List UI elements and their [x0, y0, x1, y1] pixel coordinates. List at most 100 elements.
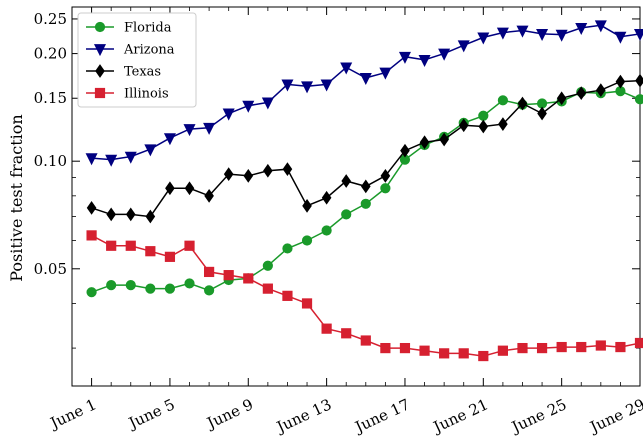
data-point-texas [478, 119, 489, 134]
data-point-florida [106, 280, 117, 291]
x-tick-label: June 29 [586, 395, 643, 437]
data-point-arizona [183, 124, 196, 137]
data-point-texas [615, 74, 626, 89]
legend-box [77, 12, 197, 108]
data-point-arizona [457, 40, 470, 53]
data-point-texas [360, 179, 371, 194]
data-point-florida [262, 260, 273, 271]
data-point-texas [498, 117, 508, 131]
data-point-texas [517, 96, 528, 111]
data-point-illinois [536, 342, 548, 354]
data-point-illinois [282, 290, 293, 301]
data-point-texas [439, 132, 449, 147]
x-tick-label: June 25 [507, 395, 569, 437]
data-point-texas [537, 106, 547, 121]
x-tick-label: June 1 [46, 395, 99, 433]
data-point-arizona [516, 25, 529, 38]
data-point-illinois [164, 251, 176, 262]
data-point-illinois [615, 341, 626, 353]
data-point-florida [204, 285, 215, 296]
legend: Florida Arizona Texas Illinois [77, 12, 197, 108]
legend-marker [94, 21, 106, 33]
data-point-illinois [478, 350, 489, 362]
data-point-arizona [320, 79, 333, 92]
data-point-arizona [340, 62, 353, 75]
legend-label: Arizona [123, 43, 175, 58]
data-point-illinois [419, 345, 430, 356]
data-point-florida [497, 95, 508, 106]
data-point-arizona [301, 81, 314, 94]
legend-entry-arizona: Arizona [86, 43, 175, 58]
data-point-illinois [204, 266, 215, 278]
data-point-arizona [575, 22, 588, 36]
legend-entry-texas: Texas [86, 64, 161, 80]
data-point-florida [282, 243, 293, 254]
data-point-arizona [359, 73, 372, 86]
x-tick-label: June 21 [429, 395, 491, 437]
data-point-illinois [262, 283, 273, 294]
data-point-arizona [614, 31, 627, 44]
data-point-arizona [398, 51, 411, 64]
data-point-florida [125, 280, 136, 291]
data-point-florida [86, 287, 97, 298]
data-point-texas [263, 163, 273, 178]
data-point-texas [321, 190, 332, 205]
data-point-texas [380, 168, 391, 183]
data-point-illinois [380, 342, 391, 354]
legend-label: Florida [124, 21, 172, 36]
data-point-florida [184, 278, 195, 289]
data-point-arizona [536, 29, 549, 42]
legend-marker [95, 64, 105, 78]
data-point-texas [635, 73, 643, 88]
data-point-arizona [477, 32, 490, 45]
data-point-arizona [496, 27, 509, 40]
data-point-texas [125, 207, 136, 222]
data-point-illinois [86, 230, 97, 241]
data-point-illinois [497, 345, 508, 356]
x-tick-label: June 13 [272, 395, 334, 437]
series-texas [86, 73, 643, 224]
data-point-arizona [555, 29, 568, 42]
series-illinois [86, 230, 643, 362]
y-tick-label: 0.20 [34, 45, 67, 63]
data-point-illinois [556, 341, 567, 353]
data-point-florida [478, 110, 489, 121]
data-point-florida [360, 198, 371, 209]
data-point-texas [165, 181, 175, 196]
data-point-illinois [145, 246, 156, 257]
y-tick-label: 0.25 [34, 10, 67, 28]
series-layer [85, 20, 643, 362]
data-point-arizona [438, 48, 451, 61]
data-point-illinois [106, 240, 117, 251]
data-point-arizona [594, 20, 607, 33]
x-tick-label: June 17 [351, 395, 413, 437]
data-point-florida [321, 225, 332, 236]
data-point-arizona [124, 151, 137, 164]
data-point-texas [282, 162, 293, 177]
data-point-florida [301, 235, 313, 246]
legend-marker [94, 87, 106, 99]
data-point-illinois [243, 273, 254, 284]
legend-label: Texas [124, 65, 161, 80]
data-point-arizona [261, 97, 274, 110]
data-point-illinois [301, 298, 313, 309]
data-point-illinois [576, 341, 587, 353]
y-axis-label: Positive test fraction [7, 114, 26, 281]
data-point-florida [341, 209, 352, 220]
data-point-illinois [399, 342, 411, 354]
data-point-texas [596, 83, 606, 98]
data-point-arizona [418, 55, 431, 68]
y-tick-label: 0.10 [34, 152, 67, 170]
data-point-texas [106, 207, 116, 222]
data-point-florida [380, 183, 391, 194]
data-point-illinois [439, 348, 450, 359]
data-point-illinois [321, 323, 332, 334]
data-point-texas [184, 181, 195, 196]
data-point-arizona [144, 144, 157, 157]
x-tick-label: June 9 [203, 395, 256, 433]
legend-marker [93, 44, 107, 57]
data-point-texas [400, 143, 410, 158]
data-point-texas [458, 118, 469, 133]
legend-entry-illinois: Illinois [86, 87, 169, 102]
